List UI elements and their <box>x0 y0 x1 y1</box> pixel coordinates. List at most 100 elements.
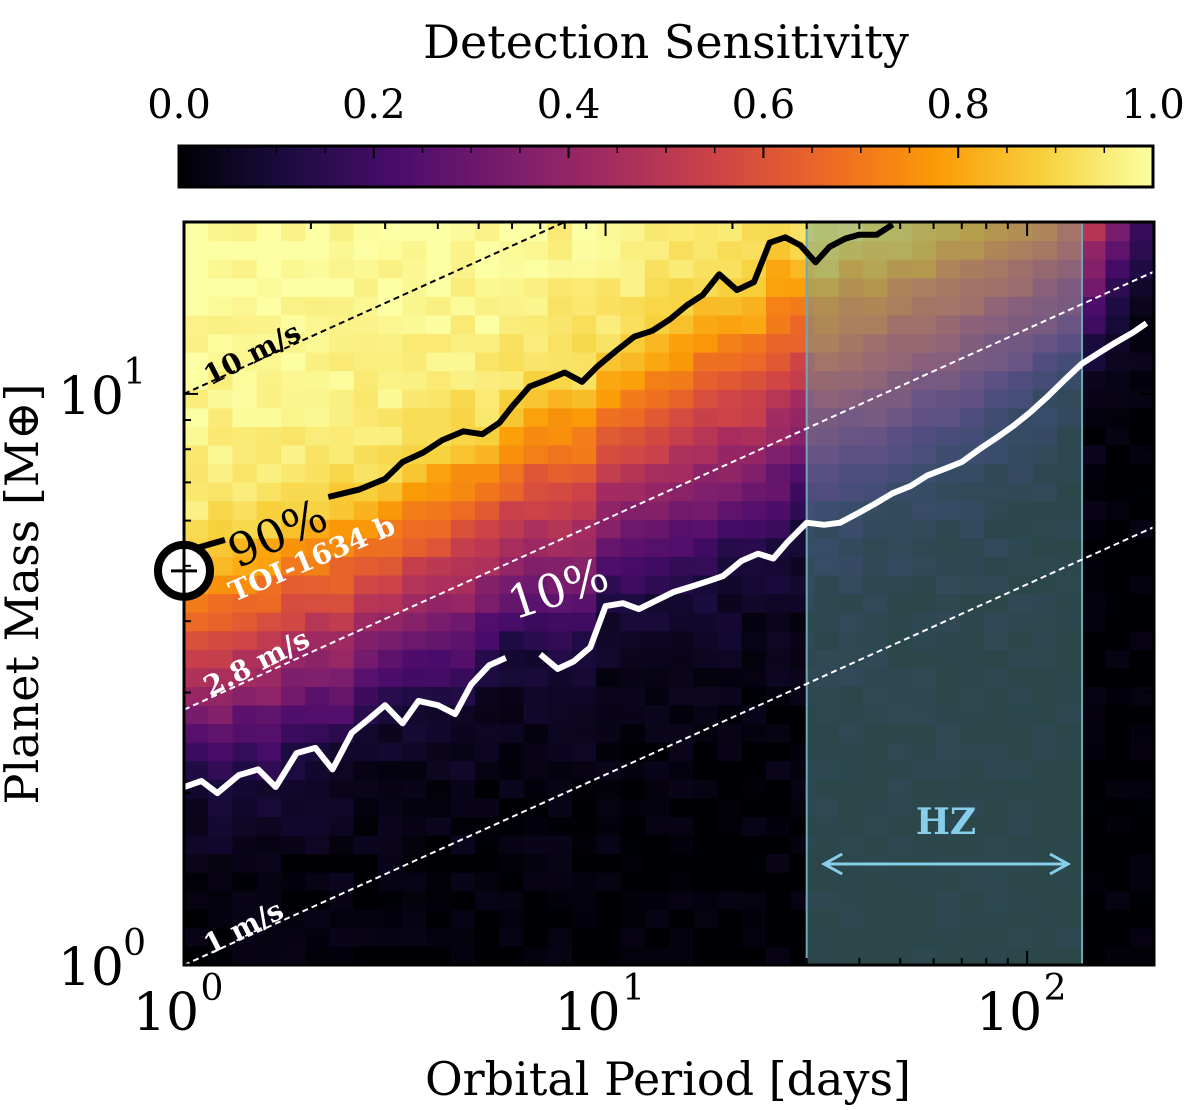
heatmap-cell <box>499 222 525 242</box>
heatmap-cell <box>426 500 452 520</box>
heatmap-cell <box>208 277 234 297</box>
heatmap-cell <box>329 834 355 855</box>
heatmap-cell <box>766 704 791 725</box>
heatmap-cell <box>935 593 961 613</box>
heatmap-cell <box>281 704 306 725</box>
heatmap-cell <box>256 352 282 372</box>
heatmap-cell <box>1129 704 1154 725</box>
heatmap-cell <box>256 482 282 502</box>
heatmap-cell <box>693 723 719 743</box>
heatmap-cell <box>572 872 597 892</box>
heatmap-cell <box>984 667 1010 687</box>
heatmap-cell <box>184 946 209 965</box>
heatmap-cell <box>814 296 840 316</box>
heatmap-cell <box>402 314 428 335</box>
heatmap-cell <box>523 314 549 335</box>
heatmap-cell <box>426 296 452 316</box>
heatmap-cell <box>863 537 888 557</box>
heatmap-cell <box>450 723 476 743</box>
heatmap-cell <box>208 927 234 948</box>
heatmap-cell <box>1129 872 1154 892</box>
heatmap-cell <box>911 370 937 390</box>
heatmap-cell <box>863 519 888 539</box>
heatmap-cell <box>305 612 331 632</box>
heatmap-cell <box>838 407 864 427</box>
heatmap-cell <box>887 500 913 520</box>
heatmap-cell <box>499 946 525 965</box>
heatmap-cell <box>887 612 913 632</box>
heatmap-cell <box>547 779 573 799</box>
heatmap-cell <box>693 407 719 427</box>
heatmap-cell <box>669 222 694 242</box>
heatmap-cell <box>378 667 403 687</box>
heatmap-cell <box>1081 779 1107 799</box>
heatmap-cell <box>1129 277 1154 297</box>
heatmap-cell <box>741 222 767 242</box>
heatmap-cell <box>669 742 694 762</box>
heatmap-cell <box>984 407 1010 427</box>
heatmap-cell <box>475 333 500 353</box>
x-tick-label: 10 <box>976 983 1042 1043</box>
heatmap-cell <box>1057 704 1082 725</box>
heatmap-cell <box>766 370 791 390</box>
heatmap-cell <box>693 556 719 576</box>
heatmap-cell <box>814 426 840 446</box>
heatmap-cell <box>572 407 597 427</box>
heatmap-cell <box>378 314 403 335</box>
heatmap-cell <box>693 909 719 929</box>
heatmap-cell <box>790 407 816 427</box>
heatmap-cell <box>1129 742 1154 762</box>
colorbar-tick-label: 0.0 <box>147 82 211 128</box>
contour-10-line-start <box>184 655 508 797</box>
heatmap-cell <box>305 834 331 855</box>
heatmap-cell <box>329 612 355 632</box>
heatmap-cell <box>984 704 1010 725</box>
heatmap-cell <box>766 667 791 687</box>
heatmap-cell <box>984 389 1010 409</box>
heatmap-cell <box>644 426 670 446</box>
heatmap-cell <box>402 612 428 632</box>
heatmap-cell <box>426 834 452 855</box>
heatmap-cell <box>305 853 331 873</box>
heatmap-cell <box>790 556 816 576</box>
heatmap-cell <box>475 779 500 799</box>
heatmap-cell <box>450 779 476 799</box>
heatmap-cell <box>838 389 864 409</box>
heatmap-cell <box>790 259 816 279</box>
heatmap-cell <box>669 426 694 446</box>
heatmap-cell <box>644 222 670 242</box>
heatmap-cell <box>281 463 306 483</box>
heatmap-cell <box>353 946 379 965</box>
heatmap-cell <box>378 389 403 409</box>
heatmap-cell <box>620 500 646 520</box>
heatmap-cell <box>547 556 573 576</box>
heatmap-cell <box>1105 946 1131 965</box>
heatmap-cell <box>426 556 452 576</box>
heatmap-cell <box>256 370 282 390</box>
heatmap-cell <box>1008 816 1034 836</box>
heatmap-cell <box>766 872 791 892</box>
contour-10-line <box>538 320 1149 672</box>
heatmap-cell <box>523 927 549 948</box>
heatmap-cell <box>766 760 791 780</box>
heatmap-cell <box>1081 612 1107 632</box>
heatmap-cell <box>232 537 258 557</box>
heatmap-cell <box>232 946 258 965</box>
heatmap-cell <box>1057 444 1082 465</box>
heatmap-cell <box>887 927 913 948</box>
heatmap-cell <box>838 686 864 706</box>
heatmap-cell <box>620 686 646 706</box>
x-tick-labels: 10 0 10 1 10 2 <box>133 968 1067 1043</box>
heatmap-cell <box>232 686 258 706</box>
heatmap-cell <box>450 834 476 855</box>
heatmap-cell <box>644 704 670 725</box>
heatmap-cell <box>499 352 525 372</box>
heatmap-cell <box>741 760 767 780</box>
heatmap-cell <box>1032 444 1058 465</box>
heatmap-cell <box>887 519 913 539</box>
heatmap-cell <box>887 742 913 762</box>
heatmap-cell <box>329 444 355 465</box>
heatmap-cell <box>790 444 816 465</box>
heatmap-cell <box>572 742 597 762</box>
heatmap-cell <box>426 482 452 502</box>
